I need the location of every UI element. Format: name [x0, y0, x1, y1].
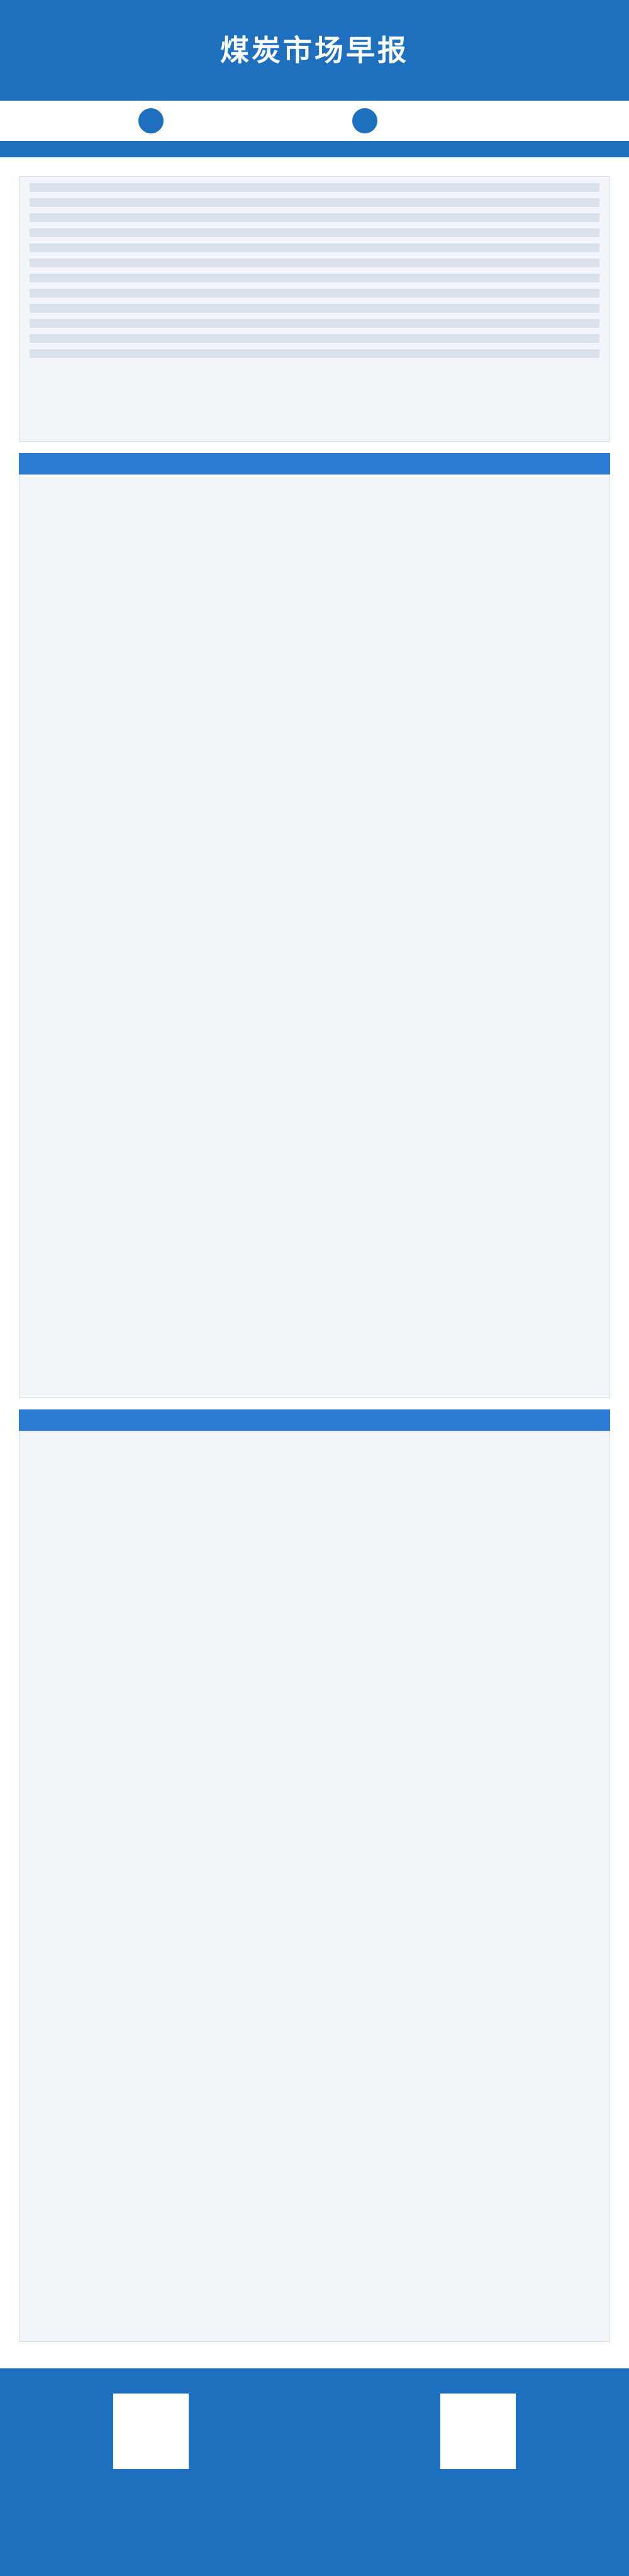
qr-code-icon [113, 2394, 189, 2469]
page-title: 煤炭市场早报 [220, 33, 409, 67]
footer [0, 2368, 629, 2576]
market-section-2 [19, 1409, 610, 2342]
publisher-logo-icon [138, 108, 164, 133]
section-header [19, 453, 610, 474]
qr-code-icon [440, 2394, 516, 2469]
section-body [19, 1431, 610, 2342]
summary-text-block [19, 176, 610, 442]
summary-section [19, 176, 610, 442]
section-body [19, 474, 610, 1398]
logo-strip [0, 101, 629, 141]
section-header [19, 1409, 610, 1431]
market-section-1 [19, 453, 610, 1398]
header-banner: 煤炭市场早报 [0, 0, 629, 157]
partner-logo-icon [352, 108, 377, 133]
